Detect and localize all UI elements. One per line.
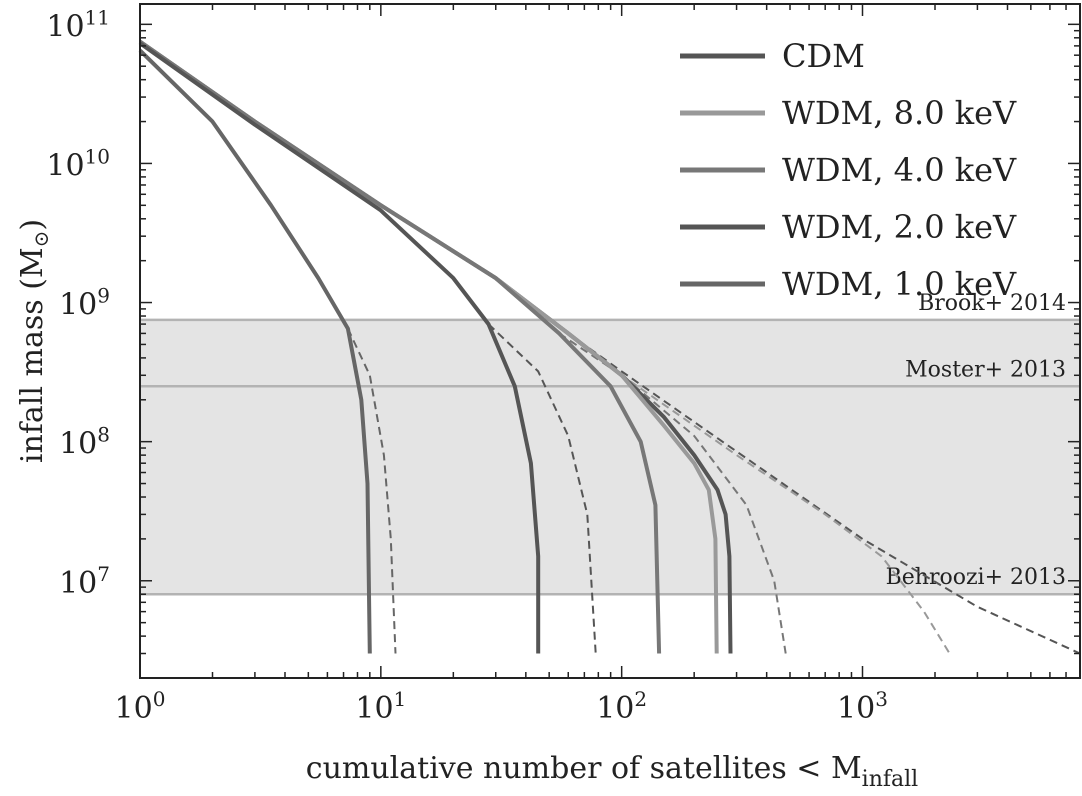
series-line	[138, 48, 372, 654]
x-axis-title: cumulative number of satellites < Minfal…	[306, 751, 918, 792]
series-layer	[138, 40, 1081, 655]
reference-line-label: Brook+ 2014	[918, 291, 1066, 316]
y-tick-label: 1010	[46, 144, 110, 183]
x-tick-label: 102	[596, 687, 647, 726]
series-line	[138, 40, 662, 654]
y-axis-title-sub: ⊙	[29, 231, 53, 248]
series-dashed-line	[567, 332, 1081, 655]
legend-label: WDM, 8.0 keV	[782, 94, 1017, 132]
y-tick-label: 109	[59, 284, 110, 323]
legend-label: WDM, 2.0 keV	[782, 208, 1017, 246]
x-tick-label: 103	[837, 687, 888, 726]
x-axis-title-sub: infall	[862, 767, 919, 792]
ticks-layer: 100 101 102 103 107 108 109 1010 1011	[46, 4, 1081, 726]
x-tick-label: 100	[115, 687, 166, 726]
series-line	[138, 41, 541, 654]
legend-label: WDM, 1.0 keV	[782, 265, 1017, 303]
legend: CDM WDM, 8.0 keV WDM, 4.0 keV WDM, 2.0 keV W…	[680, 37, 1017, 303]
y-tick-label: 1011	[46, 5, 110, 44]
x-tick-label: 101	[355, 687, 406, 726]
x-axis-title-main: cumulative number of satellites < M	[306, 751, 862, 786]
y-axis-title: infall mass (M⊙)	[15, 219, 53, 463]
y-tick-label: 107	[59, 562, 110, 601]
series-dashed-line	[487, 323, 597, 654]
y-tick-label: 108	[59, 423, 110, 462]
legend-label: CDM	[782, 37, 865, 75]
legend-label: WDM, 4.0 keV	[782, 151, 1017, 189]
y-axis-title-main: infall mass (M	[15, 247, 50, 463]
series-dashed-line	[346, 328, 397, 654]
y-axis-title-close: )	[15, 219, 50, 231]
reference-line-label: Moster+ 2013	[905, 357, 1066, 382]
series-dashed-line	[558, 332, 787, 654]
